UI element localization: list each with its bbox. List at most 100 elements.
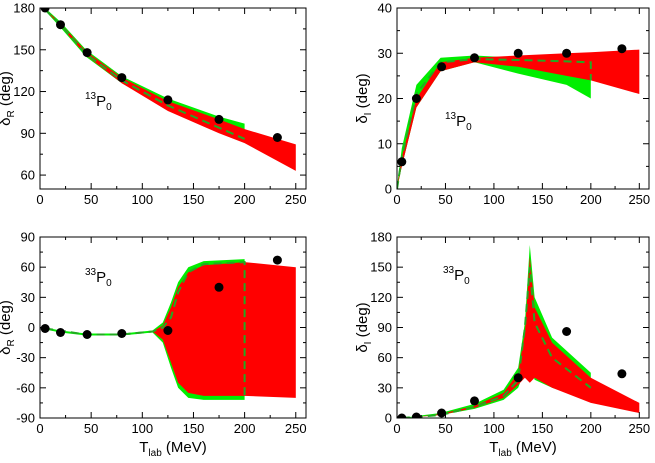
y-tick-label: 0	[385, 182, 392, 197]
plot-frame	[39, 7, 307, 190]
y-tick-label: 90	[21, 126, 35, 141]
data-point	[397, 413, 407, 418]
x-tick-label: 150	[532, 192, 554, 207]
data-point	[470, 53, 479, 63]
partial-wave-label: 33P0	[443, 265, 470, 287]
panel-top-right: 0 50 100 150 200 250 0 10 20 30 40 δI (deg) 13P0	[354, 1, 650, 208]
x-tick-label: 250	[285, 421, 307, 436]
data-point	[617, 369, 627, 379]
y-tick-label: 60	[21, 260, 35, 275]
data-point	[214, 114, 224, 124]
x-tick-label: 250	[285, 192, 307, 207]
x-tick-label: 50	[438, 192, 452, 207]
panel-bottom-right: 0 50 100 150 200 250 0 30 60 90 120 150 180 δI (deg) T…	[354, 230, 650, 460]
data-point	[411, 412, 421, 418]
panel-bottom-left: 0 50 100 150 200 250 -90 -60 -30 0 30 60 90 δR (deg) T…	[0, 230, 307, 460]
x-tick-label: 200	[234, 421, 256, 436]
y-tick-label: 0	[385, 411, 392, 426]
data-point	[40, 324, 50, 333]
x-tick-label: 50	[438, 421, 452, 436]
partial-wave-label: 13P0	[445, 111, 472, 133]
data-point	[56, 328, 65, 337]
y-tick-label: 60	[21, 168, 35, 183]
x-tick-label: 100	[131, 421, 153, 436]
plot-frame	[396, 7, 650, 190]
data-point	[513, 373, 523, 383]
y-tick-label: 10	[378, 136, 392, 151]
y-tick-label: -90	[16, 411, 35, 426]
data-point	[82, 48, 92, 58]
x-tick-label: 100	[483, 421, 505, 436]
red-uncertainty-band	[401, 257, 640, 418]
data-point	[470, 396, 479, 406]
data-point	[411, 94, 421, 103]
x-tick-label: 0	[393, 192, 400, 207]
data-point	[513, 48, 523, 58]
y-tick-label: 60	[378, 350, 392, 365]
y-tick-label: 20	[378, 91, 392, 106]
data-point	[272, 255, 282, 265]
plot-area	[397, 245, 640, 418]
y-tick-label: 30	[378, 380, 392, 395]
x-tick-label: 50	[84, 192, 98, 207]
y-tick-label: 180	[370, 230, 392, 245]
y-axis-title: δI (deg)	[354, 73, 374, 123]
data-point	[272, 133, 282, 142]
y-tick-label: -60	[16, 380, 35, 395]
x-tick-label: 150	[532, 421, 554, 436]
y-tick-label: 0	[28, 320, 35, 335]
y-tick-label: 180	[13, 1, 35, 16]
y-tick-label: 30	[378, 46, 392, 61]
x-tick-label: 150	[183, 192, 205, 207]
red-uncertainty-band	[45, 9, 296, 171]
y-tick-label: 90	[21, 230, 35, 245]
dashed-curve	[401, 267, 592, 418]
y-tick-label: 90	[378, 320, 392, 335]
data-point	[214, 282, 224, 292]
x-tick-label: 0	[36, 192, 43, 207]
x-tick-label: 250	[628, 192, 650, 207]
data-point	[40, 8, 50, 13]
y-tick-label: 120	[370, 290, 392, 305]
y-axis-title: δR (deg)	[0, 71, 17, 126]
y-tick-label: 120	[13, 84, 35, 99]
y-tick-label: 150	[370, 260, 392, 275]
data-point	[163, 326, 173, 335]
x-tick-label: 50	[84, 421, 98, 436]
data-point	[562, 327, 572, 336]
green-uncertainty-band	[397, 55, 591, 189]
y-tick-label: 150	[13, 42, 35, 57]
y-tick-label: 30	[21, 290, 35, 305]
partial-wave-label: 33P0	[85, 267, 112, 289]
data-point	[117, 73, 127, 83]
x-tick-label: 250	[628, 421, 650, 436]
x-tick-label: 100	[483, 192, 505, 207]
x-tick-label: 200	[580, 192, 602, 207]
partial-wave-label: 13P0	[85, 91, 112, 113]
y-tick-label: 40	[378, 1, 392, 16]
data-point	[437, 62, 447, 72]
data-point	[56, 20, 65, 30]
x-tick-label: 200	[234, 192, 256, 207]
data-point	[397, 157, 407, 167]
x-axis-title: Tlab (MeV)	[489, 439, 557, 459]
panel-top-left: 0 50 100 150 200 250 60 90 120 150 180 δR (deg) 13P0	[0, 1, 307, 208]
x-tick-label: 0	[393, 421, 400, 436]
x-tick-label: 0	[36, 421, 43, 436]
y-axis-title: δR (deg)	[0, 300, 17, 355]
data-point	[437, 408, 447, 418]
plot-area	[40, 255, 296, 400]
y-axis-title: δI (deg)	[354, 302, 374, 352]
x-tick-label: 200	[580, 421, 602, 436]
data-point	[617, 44, 627, 54]
data-point	[163, 95, 173, 105]
y-tick-label: -30	[16, 350, 35, 365]
red-uncertainty-band	[397, 49, 640, 189]
green-uncertainty-band	[45, 8, 245, 132]
dashed-curve	[44, 261, 246, 398]
data-point	[562, 48, 572, 58]
data-point	[117, 329, 127, 338]
x-axis-title: Tlab (MeV)	[139, 439, 207, 459]
data-point	[82, 330, 92, 339]
